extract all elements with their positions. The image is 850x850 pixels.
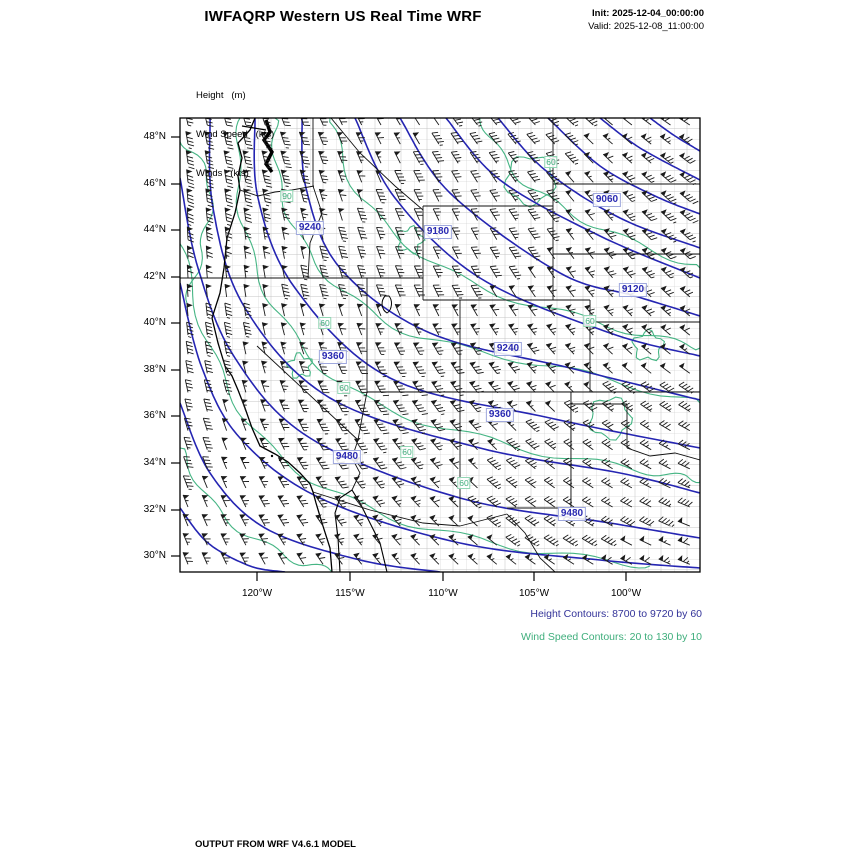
- wind-speed-contour-label: 60: [318, 317, 332, 329]
- state-border: [239, 185, 315, 197]
- height-contour: [180, 282, 700, 569]
- legend-height: Height (m): [196, 90, 246, 101]
- height-contour-label: 9480: [557, 507, 587, 521]
- height-contour-label: 9180: [423, 225, 453, 239]
- lat-axis-label: 46°N: [143, 178, 166, 189]
- height-contour-caption: Height Contours: 8700 to 9720 by 60: [530, 608, 702, 620]
- wind-speed-contour: [180, 447, 340, 572]
- model-times: Init: 2025-12-04_00:00:00 Valid: 2025-12…: [470, 7, 704, 33]
- channel-island: [270, 454, 274, 458]
- state-border: [459, 513, 508, 527]
- height-contour: [445, 118, 700, 279]
- state-border: [357, 391, 368, 441]
- height-contour: [649, 118, 700, 152]
- height-contour: [399, 118, 700, 317]
- state-border: [626, 447, 700, 461]
- lat-axis-label: 34°N: [143, 457, 166, 468]
- coastline: [211, 118, 333, 572]
- height-contour-label: 9360: [485, 408, 515, 422]
- height-contour-label: 9060: [592, 193, 622, 207]
- lat-axis-label: 30°N: [143, 550, 166, 561]
- great-salt-lake: [381, 295, 392, 314]
- height-contour-label: 9480: [332, 450, 362, 464]
- lon-axis-label: 105°W: [518, 588, 550, 599]
- lat-axis-label: 40°N: [143, 317, 166, 328]
- height-contour: [599, 118, 700, 181]
- valid-time: Valid: 2025-12-08_11:00:00: [588, 21, 704, 32]
- lon-axis-label: 110°W: [428, 588, 458, 599]
- height-contour-label: 9240: [295, 221, 325, 235]
- wind-speed-contour-label: 60: [457, 477, 471, 489]
- wind-speed-contour-caption: Wind Speed Contours: 20 to 130 by 10: [521, 631, 702, 643]
- height-contour: [208, 118, 700, 494]
- wind-speed-contour: [271, 118, 700, 404]
- wind-speed-contour-label: 90: [280, 190, 294, 202]
- strait-juan-de-fuca: [241, 125, 267, 131]
- height-contour: [180, 402, 441, 572]
- height-contour: [497, 118, 700, 249]
- height-contour-label: 9240: [493, 342, 523, 356]
- wind-speed-contour: [235, 118, 700, 484]
- map-frame: [179, 117, 701, 573]
- state-border: [351, 439, 361, 491]
- legend-winds: Winds (kts): [196, 168, 249, 179]
- footer-model: OUTPUT FROM WRF V4.6.1 MODEL: [195, 839, 356, 850]
- wind-speed-contour-label: 60: [400, 446, 414, 458]
- height-contour-label: 9120: [618, 283, 648, 297]
- lat-axis-label: 32°N: [143, 504, 166, 515]
- lon-axis-label: 120°W: [241, 588, 273, 599]
- init-time: Init: 2025-12-04_00:00:00: [592, 8, 704, 19]
- wind-speed-contour-loop: [631, 328, 666, 362]
- height-contour: [180, 507, 286, 572]
- model-footer: OUTPUT FROM WRF V4.6.1 MODEL WE = 310 ; …: [195, 811, 583, 850]
- height-contour: [180, 177, 700, 539]
- lat-axis-label: 38°N: [143, 364, 166, 375]
- field-legend: Height (m) Wind Speed (kts) Winds (kts): [196, 63, 274, 206]
- lat-axis-label: 44°N: [143, 224, 166, 235]
- wind-speed-contour-label: 60: [583, 315, 597, 327]
- height-contour: [301, 118, 700, 401]
- wind-speed-contour-label: 60: [544, 156, 558, 168]
- lon-axis-label: 100°W: [610, 588, 642, 599]
- lon-axis-label: 115°W: [335, 588, 365, 599]
- puget-sound: [261, 119, 274, 174]
- lat-axis-label: 48°N: [143, 131, 166, 142]
- height-contour-label: 9360: [318, 350, 348, 364]
- wind-speed-contour-label: 60: [337, 382, 351, 394]
- page-title: IWFAQRP Western US Real Time WRF: [204, 8, 482, 25]
- state-border: [330, 118, 424, 211]
- lat-axis-label: 42°N: [143, 271, 166, 282]
- wind-speed-contour: [329, 118, 700, 351]
- height-contour: [253, 118, 700, 449]
- lat-axis-label: 36°N: [143, 410, 166, 421]
- wind-speed-contour: [180, 238, 651, 569]
- legend-wind-speed: Wind Speed (kts): [196, 129, 275, 140]
- wind-speed-contour: [180, 138, 214, 309]
